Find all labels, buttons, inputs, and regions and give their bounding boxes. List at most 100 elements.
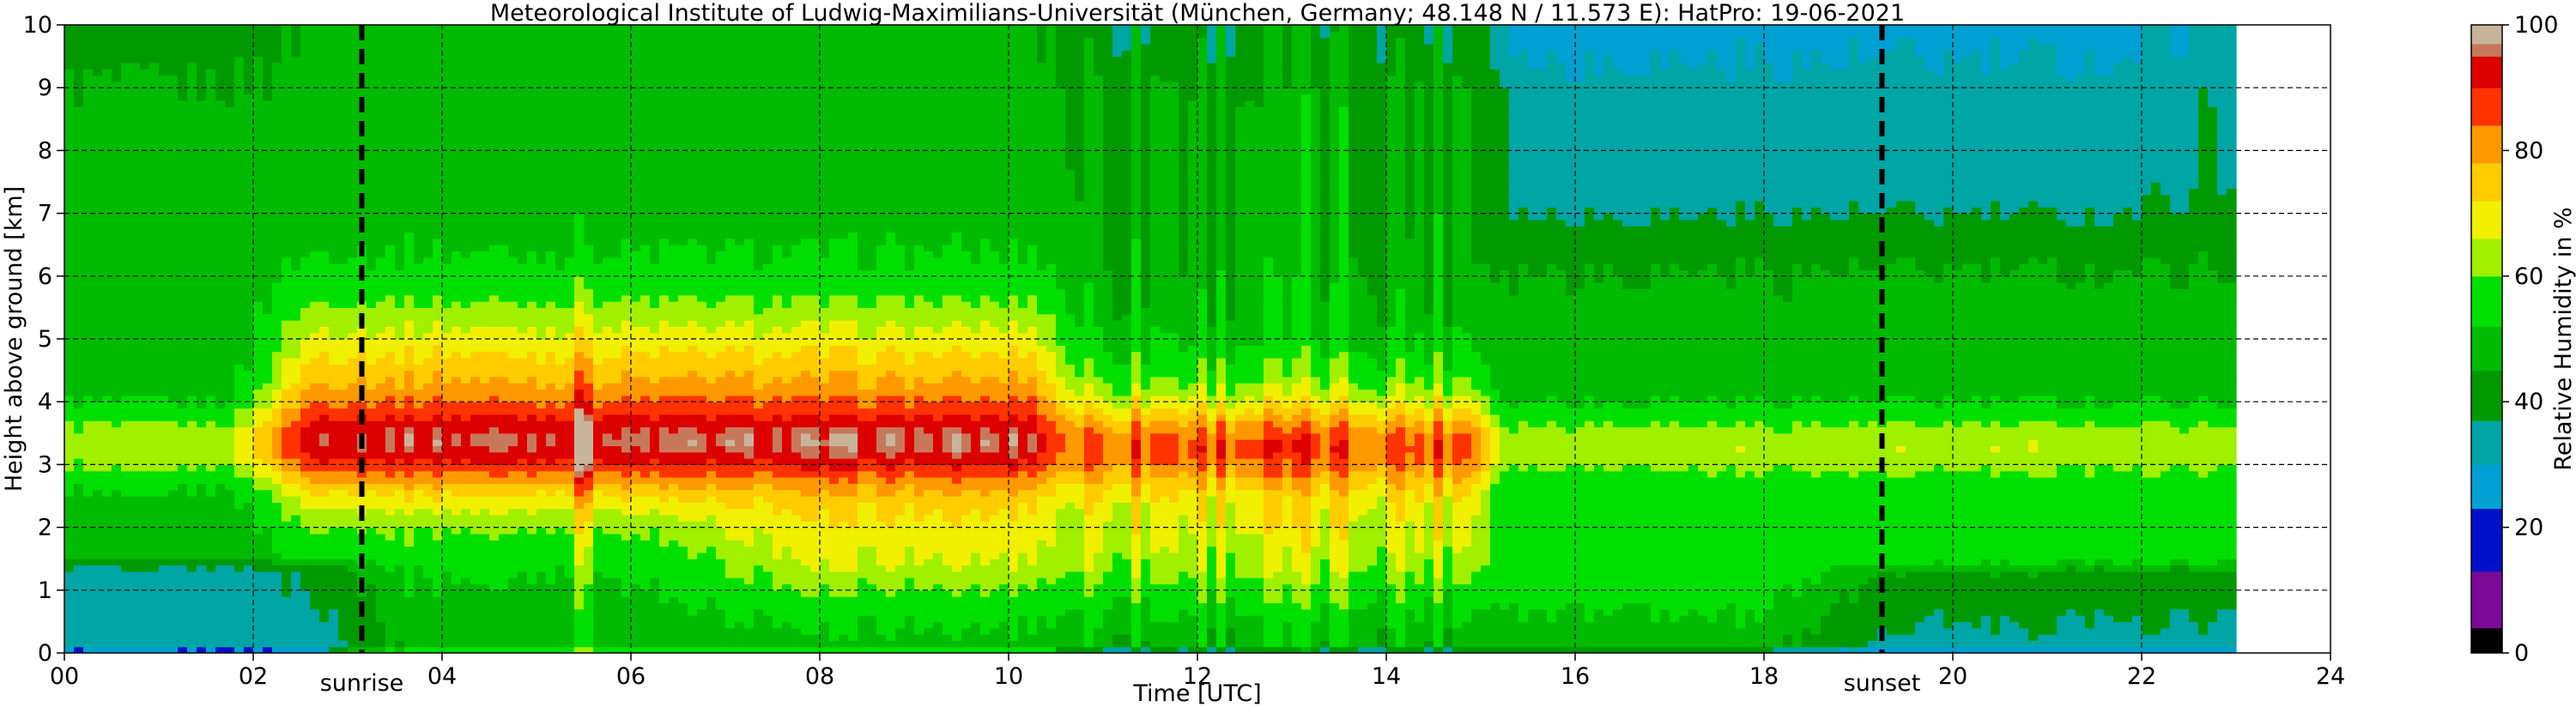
heatmap-cell — [461, 345, 471, 352]
heatmap-cell — [149, 31, 160, 38]
heatmap-cell — [442, 477, 452, 484]
heatmap-cell — [442, 157, 452, 164]
heatmap-cell — [263, 534, 273, 541]
heatmap-cell — [187, 634, 197, 641]
heatmap-cell — [385, 125, 396, 132]
heatmap-cell — [423, 138, 433, 145]
heatmap-cell — [234, 339, 245, 346]
heatmap-cell — [338, 426, 349, 433]
heatmap-cell — [282, 25, 292, 32]
heatmap-cell — [159, 195, 169, 202]
heatmap-cell — [442, 214, 452, 221]
heatmap-cell — [348, 176, 358, 183]
heatmap-cell — [121, 245, 131, 251]
heatmap-cell — [168, 188, 179, 195]
heatmap-cell — [367, 112, 377, 119]
heatmap-cell — [499, 76, 509, 82]
heatmap-cell — [508, 464, 518, 471]
heatmap-cell — [253, 307, 264, 314]
heatmap-cell — [291, 31, 301, 38]
heatmap-cell — [461, 138, 471, 145]
heatmap-cell — [442, 176, 452, 183]
heatmap-cell — [272, 251, 282, 258]
heatmap-cell — [442, 263, 452, 270]
heatmap-cell — [385, 483, 396, 490]
heatmap-cell — [74, 226, 84, 233]
heatmap-cell — [102, 100, 112, 107]
heatmap-cell — [433, 420, 443, 427]
heatmap-cell — [442, 295, 452, 302]
heatmap-cell — [74, 301, 84, 308]
heatmap-cell — [338, 112, 349, 119]
heatmap-cell — [338, 76, 349, 82]
heatmap-cell — [442, 201, 452, 208]
heatmap-cell — [442, 233, 452, 239]
heatmap-cell — [197, 282, 207, 289]
heatmap-cell — [319, 345, 330, 352]
heatmap-cell — [367, 251, 377, 258]
heatmap-cell — [470, 100, 481, 107]
heatmap-cell — [272, 364, 282, 371]
heatmap-cell — [348, 188, 358, 195]
heatmap-cell — [253, 547, 264, 553]
heatmap-cell — [499, 590, 509, 597]
heatmap-cell — [367, 214, 377, 221]
heatmap-cell — [263, 609, 273, 616]
heatmap-cell — [282, 590, 292, 597]
heatmap-cell — [74, 553, 84, 559]
heatmap-cell — [215, 471, 226, 478]
heatmap-cell — [385, 245, 396, 251]
heatmap-cell — [168, 502, 179, 509]
heatmap-cell — [499, 628, 509, 635]
heatmap-cell — [197, 257, 207, 264]
heatmap-cell — [187, 106, 197, 113]
heatmap-cell — [489, 352, 500, 359]
heatmap-cell — [385, 621, 396, 628]
heatmap-cell — [149, 214, 160, 221]
heatmap-cell — [93, 138, 103, 145]
heatmap-cell — [338, 339, 349, 346]
heatmap-cell — [197, 263, 207, 270]
heatmap-cell — [159, 320, 169, 327]
heatmap-cell — [234, 201, 245, 208]
heatmap-cell — [159, 464, 169, 471]
heatmap-cell — [433, 615, 443, 622]
heatmap-cell — [499, 615, 509, 622]
heatmap-cell — [102, 414, 112, 421]
heatmap-cell — [282, 245, 292, 251]
heatmap-cell — [206, 621, 216, 628]
heatmap-cell — [83, 490, 94, 497]
heatmap-cell — [74, 402, 84, 408]
heatmap-cell — [102, 477, 112, 484]
heatmap-cell — [263, 314, 273, 321]
heatmap-cell — [291, 528, 301, 535]
heatmap-cell — [93, 528, 103, 535]
heatmap-cell — [178, 471, 188, 478]
heatmap-cell — [253, 621, 264, 628]
heatmap-cell — [385, 320, 396, 327]
heatmap-cell — [130, 50, 141, 57]
heatmap-cell — [329, 257, 339, 264]
heatmap-cell — [310, 571, 320, 578]
heatmap-cell — [234, 408, 245, 415]
heatmap-cell — [130, 534, 141, 541]
heatmap-cell — [272, 157, 282, 164]
heatmap-cell — [159, 169, 169, 176]
heatmap-cell — [338, 233, 349, 239]
heatmap-cell — [499, 377, 509, 384]
heatmap-cell — [367, 301, 377, 308]
heatmap-cell — [159, 307, 169, 314]
heatmap-cell — [395, 408, 405, 415]
heatmap-cell — [518, 106, 528, 113]
heatmap-cell — [452, 559, 462, 565]
heatmap-cell — [178, 163, 188, 170]
heatmap-cell — [121, 628, 131, 635]
heatmap-cell — [206, 326, 216, 333]
heatmap-cell — [499, 226, 509, 233]
heatmap-cell — [527, 565, 537, 572]
heatmap-cell — [244, 163, 254, 170]
heatmap-cell — [93, 390, 103, 396]
heatmap-cell — [187, 445, 197, 452]
heatmap-cell — [442, 100, 452, 107]
heatmap-cell — [300, 496, 311, 503]
